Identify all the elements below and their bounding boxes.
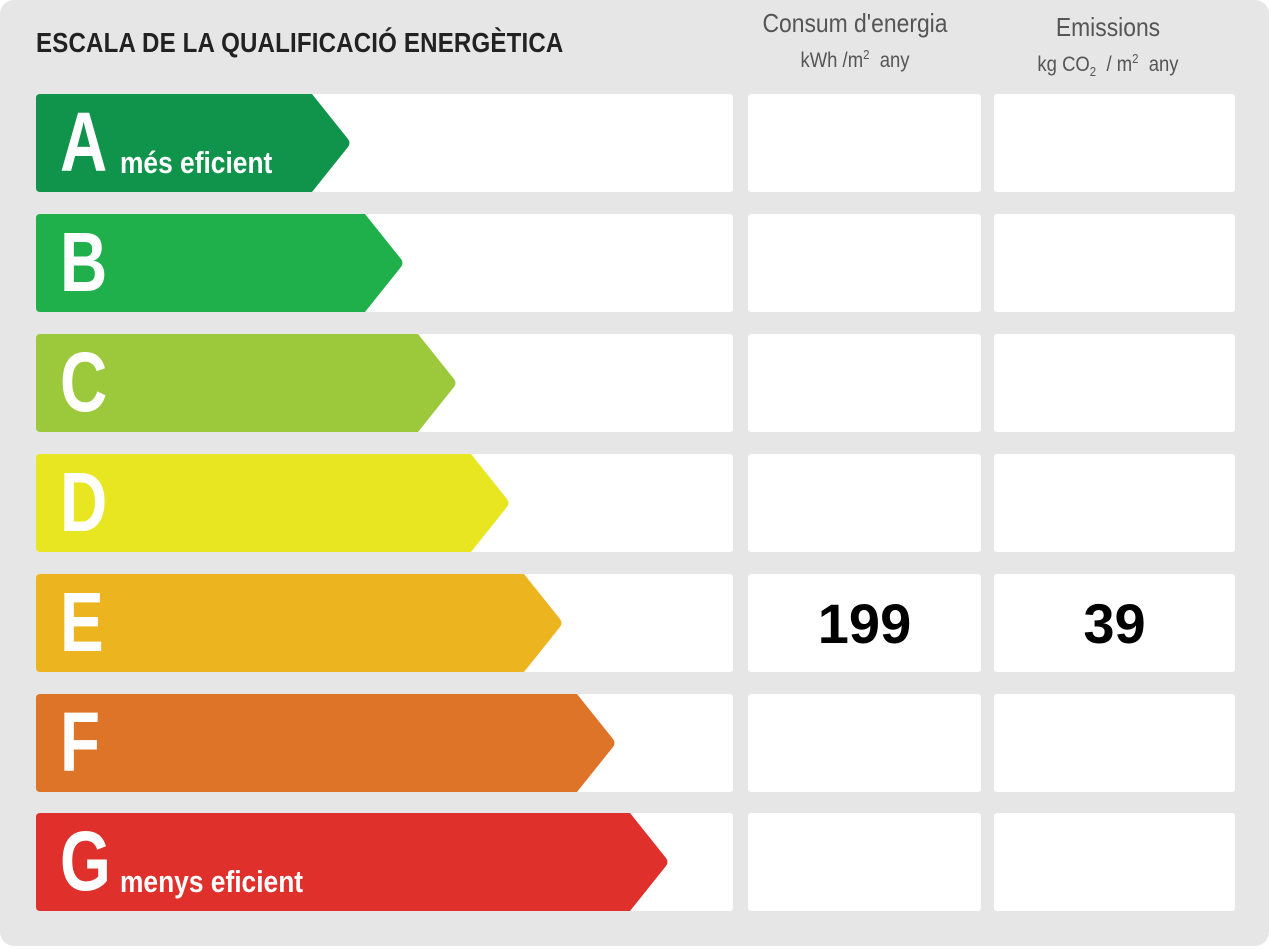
emissions-unit-prefix: kg CO <box>1037 53 1090 76</box>
rating-letter: F <box>60 695 101 789</box>
emissions-column-header: Emissions kg CO2 / m2 any <box>993 12 1223 79</box>
rating-row-e: E 199 39 <box>0 574 1269 672</box>
rating-letter: D <box>60 455 108 549</box>
rating-letter: G <box>60 814 111 908</box>
rating-caption: menys eficient <box>120 864 304 899</box>
rating-arrow-f <box>36 694 615 792</box>
energy-column-title: Consum d'energia <box>762 8 948 38</box>
rating-letter: A <box>60 95 108 189</box>
energy-value-cell: 199 <box>748 574 981 672</box>
emissions-value-cell <box>994 94 1235 192</box>
emissions-value-cell <box>994 813 1235 911</box>
emissions-unit-suffix: any <box>1148 53 1179 76</box>
rating-letter: B <box>60 215 108 309</box>
emissions-value-cell <box>994 454 1235 552</box>
energy-value-cell <box>748 813 981 911</box>
rating-arrow-shape <box>36 694 615 792</box>
emissions-value-cell <box>994 694 1235 792</box>
rating-arrow-shape <box>36 94 350 192</box>
rating-arrow-e <box>36 574 562 672</box>
energy-column-header: Consum d'energia kWh /m2 any <box>740 8 970 73</box>
energy-unit-sup: 2 <box>863 47 870 62</box>
emissions-value-cell <box>994 334 1235 432</box>
rating-arrow-a <box>36 94 350 192</box>
rating-caption: més eficient <box>120 145 273 180</box>
rating-row-d: D <box>0 454 1269 552</box>
rating-row-f: F <box>0 694 1269 792</box>
rating-arrow-shape <box>36 813 668 911</box>
rating-arrow-g <box>36 813 668 911</box>
energy-unit-prefix: kWh /m <box>800 49 864 72</box>
rating-arrow-shape <box>36 454 509 552</box>
emissions-unit-sub: 2 <box>1089 64 1097 80</box>
rating-arrow-shape <box>36 334 456 432</box>
rating-arrow-shape <box>36 574 562 672</box>
rating-arrow-c <box>36 334 456 432</box>
rating-arrow-shape <box>36 214 403 312</box>
emissions-column-unit: kg CO2 / m2 any <box>1007 51 1209 79</box>
energy-value-cell <box>748 454 981 552</box>
rating-row-b: B <box>0 214 1269 312</box>
rating-arrow-b <box>36 214 403 312</box>
emissions-column-title: Emissions <box>1055 12 1161 42</box>
energy-value-cell <box>748 214 981 312</box>
rating-letter: E <box>60 575 104 669</box>
energy-value-cell <box>748 334 981 432</box>
emissions-unit-sup: 2 <box>1132 51 1139 66</box>
energy-value-cell <box>748 94 981 192</box>
rating-arrow-d <box>36 454 509 552</box>
rating-row-c: C <box>0 334 1269 432</box>
emissions-value-cell: 39 <box>994 574 1235 672</box>
energy-unit-suffix: any <box>879 49 910 72</box>
energy-column-unit: kWh /m2 any <box>754 47 956 73</box>
emissions-value-cell <box>994 214 1235 312</box>
emissions-unit-mid: / m <box>1106 53 1133 76</box>
energy-value-cell <box>748 694 981 792</box>
rating-letter: C <box>60 335 108 429</box>
label-title: ESCALA DE LA QUALIFICACIÓ ENERGÈTICA <box>36 27 564 58</box>
